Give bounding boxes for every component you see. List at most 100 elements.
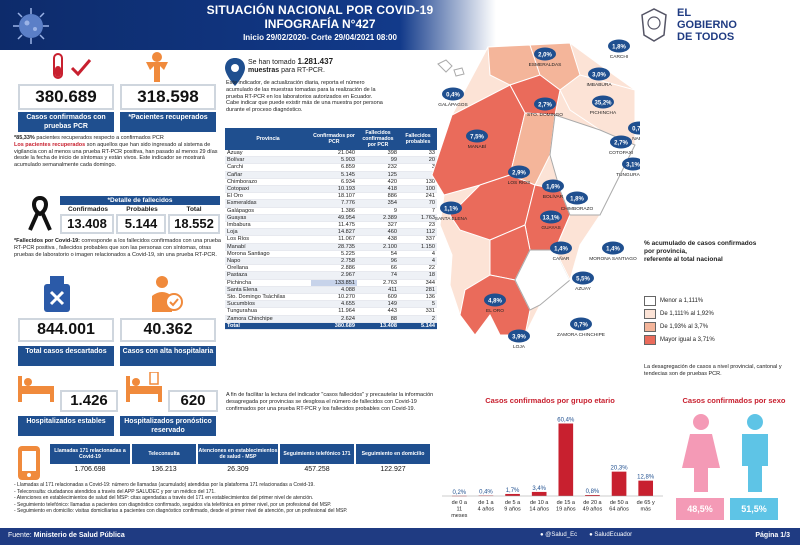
- province-name-cell: Bolívar: [225, 156, 311, 165]
- ecuador-map: 0,4% GALÁPAGOS 2,0% ESMERALDAS 1,8% CARCHI 3,0…: [431, 39, 640, 350]
- map-pct-bubble: [508, 329, 530, 343]
- samples-label-3: para RT-PCR.: [281, 67, 325, 74]
- age-bar-label: 1,7%: [506, 488, 520, 494]
- age-bar-label: 3,4%: [532, 486, 546, 492]
- map-province-label: 2,0% ESMERALDAS: [529, 47, 561, 68]
- map-province-label: 13,1% GUAYAS: [540, 210, 562, 231]
- age-bar-label: 0,8%: [586, 489, 600, 495]
- province-value-cell: 1.150: [399, 243, 437, 251]
- province-value-cell: 10.193: [311, 185, 357, 194]
- province-value-cell: 11.067: [311, 235, 357, 244]
- map-pct-bubble: [628, 121, 640, 135]
- recovered-value: 318.598: [137, 87, 199, 106]
- discharged-value: 40.362: [143, 321, 193, 338]
- province-value-cell: 70: [399, 199, 437, 208]
- female-icon: [682, 414, 720, 492]
- map-pct-text: 3,0%: [592, 73, 606, 79]
- footnote-line: - Seguimiento en domicilio: visitas domi…: [14, 508, 348, 515]
- map-province-label: 2,7% STO. DOMINGO: [527, 97, 563, 118]
- facebook-handle[interactable]: ● SaludEcuador: [589, 532, 632, 538]
- calls-header-phone-followup: Seguimiento telefónico 171: [280, 444, 354, 464]
- province-value-cell: 9: [357, 207, 399, 215]
- map-province-label: 1,4% CAÑAR: [550, 241, 572, 262]
- table-row: Imbabura 11.475 327 23: [225, 221, 437, 230]
- map-province-name: PICHINCHA: [590, 110, 617, 116]
- map-province-name: MANABÍ: [468, 143, 487, 150]
- map-pct-bubble: [440, 201, 462, 215]
- map-pct-text: 2,9%: [512, 171, 526, 177]
- age-category-label: de 50 a: [610, 500, 629, 506]
- map-province-label: 1,8% CARCHI: [608, 39, 630, 60]
- age-category-label: de 0 a: [452, 500, 468, 506]
- age-category-label: de 1 a: [478, 500, 494, 506]
- map-province-label: 2,7% COTOPAXI: [609, 135, 633, 156]
- deaths-confirmed-value: 13.408: [60, 214, 114, 234]
- table-row: Tungurahua 11.964 443 331: [225, 307, 437, 316]
- logo-text-2: GOBIERNO: [677, 19, 737, 31]
- map-province-label: 3,0% IMBABURA: [586, 67, 612, 88]
- age-bar: [558, 423, 574, 496]
- province-value-cell: 443: [357, 307, 399, 316]
- legend-label: Menor a 1,111%: [660, 297, 704, 304]
- table-row: Orellana 2.886 66 22: [225, 264, 437, 273]
- province-value-cell: 149: [357, 300, 399, 309]
- deaths-header-confirmed: Confirmados: [67, 206, 109, 213]
- province-value-cell: 460: [357, 228, 399, 237]
- map-pct-text: 3,1%: [626, 163, 640, 169]
- calls-header-171: Llamadas 171 relacionadas a Covid-19: [50, 444, 130, 464]
- province-value-cell: 54: [357, 250, 399, 259]
- age-bar-label: 12,8%: [637, 475, 655, 481]
- map-pct-bubble: [622, 157, 640, 171]
- map-pct-bubble: [602, 241, 624, 255]
- map-pct-bubble: [534, 47, 556, 61]
- age-category-label: 11: [456, 507, 462, 513]
- table-row: Morona Santiago 5.225 54 4: [225, 250, 437, 259]
- table-row: Sucumbíos 4.655 149 5: [225, 300, 437, 309]
- province-value-cell: 6.859: [311, 163, 357, 172]
- map-province-name: GUAYAS: [541, 225, 560, 231]
- map-province-label: 3,9% LOJA: [508, 329, 530, 350]
- total-cell: 380.689: [311, 322, 357, 331]
- age-bar: [585, 495, 600, 496]
- province-value-cell: 66: [357, 264, 399, 273]
- twitter-handle[interactable]: ● @Salud_Ec: [540, 532, 577, 538]
- table-row: Esmeraldas 7.776 354 70: [225, 199, 437, 208]
- province-value-cell: 2.100: [357, 243, 399, 251]
- age-category-label: 49 años: [583, 507, 603, 513]
- map-pct-text: 2,0%: [538, 53, 552, 59]
- age-category-label: 14 años: [529, 507, 549, 513]
- map-province-label: 0,7% NAPO: [628, 121, 640, 142]
- discharged-label: Casos con alta hospitalaria: [120, 346, 216, 366]
- province-value-cell: 28.735: [311, 243, 357, 251]
- province-value-cell: 2.624: [311, 315, 357, 323]
- province-name-cell: Carchi: [225, 163, 311, 172]
- age-category-label: más: [640, 507, 651, 513]
- province-value-cell: 20: [399, 156, 437, 165]
- legend-title-2: por provincia,: [644, 248, 687, 255]
- map-province-name: CARCHI: [610, 54, 628, 60]
- map-province-name: MORONA SANTIAGO: [589, 256, 637, 262]
- province-value-cell: 1.763: [399, 214, 437, 223]
- map-pct-text: 4,8%: [488, 299, 502, 305]
- calls-header-msp: Atenciones en establecimientos de salud …: [198, 444, 278, 464]
- province-value-cell: 4: [399, 250, 437, 259]
- legend-item: De 1,111% al 1,92%: [644, 307, 794, 320]
- legend-label: De 1,93% al 3,7%: [660, 323, 709, 330]
- samples-note: Este indicador, de actualización diaria,…: [226, 80, 383, 114]
- table-row: Pastaza 2.967 74 18: [225, 271, 437, 280]
- province-value-cell: 331: [399, 307, 437, 316]
- age-bar: [638, 480, 654, 496]
- map-pct-bubble: [484, 293, 506, 307]
- table-row: Guayas 49.954 2.389 1.763: [225, 214, 437, 223]
- map-province-label: 0,7% ZAMORA CHINCHIPE: [557, 317, 605, 338]
- legend-item: Menor a 1,111%: [644, 294, 794, 307]
- legend-note: La desagregación de casos a nivel provin…: [644, 364, 782, 377]
- age-category-label: de 5 a: [505, 500, 521, 506]
- table-total-row: Total 380.689 13.408 5.144: [225, 322, 437, 331]
- age-bar-label: 20,3%: [611, 466, 629, 472]
- province-value-cell: 327: [357, 221, 399, 230]
- total-cell: 13.408: [357, 322, 399, 331]
- province-value-cell: 22: [399, 264, 437, 273]
- calls-value-row: 1.706.698 136.213 26.309 457.258 122.927: [50, 466, 430, 478]
- map-province-name: LOS RÍOS: [508, 179, 531, 186]
